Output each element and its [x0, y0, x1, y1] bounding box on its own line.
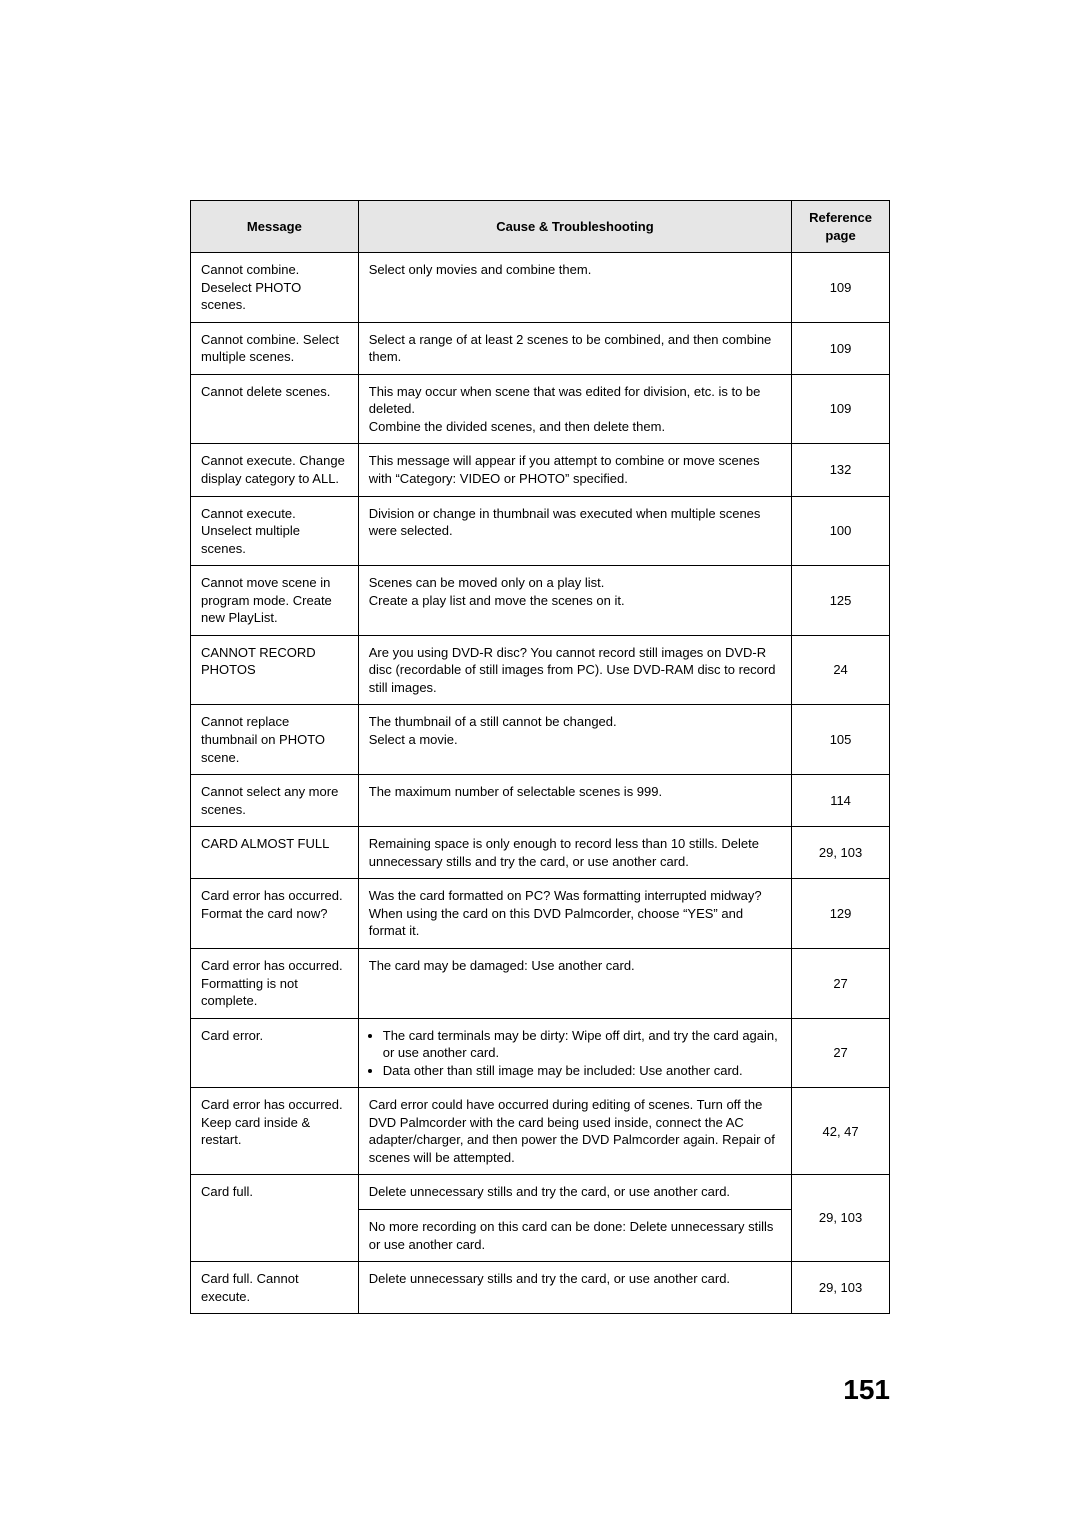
message-cell: Cannot combine. Deselect PHOTO scenes. — [191, 253, 359, 323]
header-message: Message — [191, 201, 359, 253]
message-cell: Cannot combine. Select multiple scenes. — [191, 322, 359, 374]
cause-cell: Card error could have occurred during ed… — [358, 1088, 791, 1175]
page-number: 151 — [190, 1374, 890, 1406]
table-row: Cannot delete scenes.This may occur when… — [191, 374, 890, 444]
message-cell: Card full. — [191, 1175, 359, 1262]
cause-cell: Select a range of at least 2 scenes to b… — [358, 322, 791, 374]
table-row: Cannot combine. Deselect PHOTO scenes.Se… — [191, 253, 890, 323]
cause-cell: Was the card formatted on PC? Was format… — [358, 879, 791, 949]
cause-cell: The thumbnail of a still cannot be chang… — [358, 705, 791, 775]
cause-cell: Delete unnecessary stills and try the ca… — [358, 1262, 791, 1314]
message-cell: Cannot execute. Unselect multiple scenes… — [191, 496, 359, 566]
table-row: Card full.Delete unnecessary stills and … — [191, 1175, 890, 1210]
reference-cell: 114 — [792, 775, 890, 827]
message-cell: Card full. Cannot execute. — [191, 1262, 359, 1314]
message-cell: Cannot replace thumbnail on PHOTO scene. — [191, 705, 359, 775]
reference-cell: 27 — [792, 948, 890, 1018]
message-cell: Card error has occurred. Formatting is n… — [191, 948, 359, 1018]
table-row: Cannot execute. Change display category … — [191, 444, 890, 496]
table-row: Cannot select any more scenes.The maximu… — [191, 775, 890, 827]
table-row: Cannot execute. Unselect multiple scenes… — [191, 496, 890, 566]
reference-cell: 29, 103 — [792, 1175, 890, 1262]
cause-cell: Remaining space is only enough to record… — [358, 827, 791, 879]
reference-cell: 29, 103 — [792, 827, 890, 879]
cause-cell: Scenes can be moved only on a play list.… — [358, 566, 791, 636]
reference-cell: 24 — [792, 635, 890, 705]
table-row: Card error has occurred. Format the card… — [191, 879, 890, 949]
table-row: Cannot replace thumbnail on PHOTO scene.… — [191, 705, 890, 775]
table-row: Card error has occurred. Keep card insid… — [191, 1088, 890, 1175]
message-cell: Card error has occurred. Format the card… — [191, 879, 359, 949]
reference-cell: 105 — [792, 705, 890, 775]
reference-cell: 109 — [792, 322, 890, 374]
reference-cell: 42, 47 — [792, 1088, 890, 1175]
troubleshooting-table: Message Cause & Troubleshooting Referenc… — [190, 200, 890, 1314]
cause-cell: The card may be damaged: Use another car… — [358, 948, 791, 1018]
message-cell: CANNOT RECORD PHOTOS — [191, 635, 359, 705]
message-cell: Cannot select any more scenes. — [191, 775, 359, 827]
message-cell: Cannot delete scenes. — [191, 374, 359, 444]
cause-cell: Delete unnecessary stills and try the ca… — [358, 1175, 791, 1210]
reference-cell: 132 — [792, 444, 890, 496]
table-row: Card error. The card terminals may be dir… — [191, 1018, 890, 1088]
table-row: CARD ALMOST FULLRemaining space is only … — [191, 827, 890, 879]
reference-cell: 129 — [792, 879, 890, 949]
table-row: Card error has occurred. Formatting is n… — [191, 948, 890, 1018]
table-row: Card full. Cannot execute.Delete unneces… — [191, 1262, 890, 1314]
cause-cell: No more recording on this card can be do… — [358, 1209, 791, 1261]
reference-cell: 100 — [792, 496, 890, 566]
message-cell: Cannot move scene in program mode. Creat… — [191, 566, 359, 636]
header-reference: Reference page — [792, 201, 890, 253]
cause-cell: Are you using DVD-R disc? You cannot rec… — [358, 635, 791, 705]
table-row: CANNOT RECORD PHOTOSAre you using DVD-R … — [191, 635, 890, 705]
message-cell: Card error. — [191, 1018, 359, 1088]
message-cell: Card error has occurred. Keep card insid… — [191, 1088, 359, 1175]
message-cell: CARD ALMOST FULL — [191, 827, 359, 879]
header-cause: Cause & Troubleshooting — [358, 201, 791, 253]
cause-cell: Select only movies and combine them. — [358, 253, 791, 323]
reference-cell: 125 — [792, 566, 890, 636]
cause-bullet: Data other than still image may be inclu… — [383, 1062, 781, 1080]
reference-cell: 29, 103 — [792, 1262, 890, 1314]
table-row: Cannot combine. Select multiple scenes.S… — [191, 322, 890, 374]
table-header-row: Message Cause & Troubleshooting Referenc… — [191, 201, 890, 253]
cause-cell: Division or change in thumbnail was exec… — [358, 496, 791, 566]
cause-cell: The maximum number of selectable scenes … — [358, 775, 791, 827]
reference-cell: 109 — [792, 253, 890, 323]
cause-cell: This may occur when scene that was edite… — [358, 374, 791, 444]
cause-cell: This message will appear if you attempt … — [358, 444, 791, 496]
cause-bullet: The card terminals may be dirty: Wipe of… — [383, 1027, 781, 1062]
page-container: Message Cause & Troubleshooting Referenc… — [0, 0, 1080, 1466]
cause-cell: The card terminals may be dirty: Wipe of… — [358, 1018, 791, 1088]
message-cell: Cannot execute. Change display category … — [191, 444, 359, 496]
reference-cell: 109 — [792, 374, 890, 444]
table-row: Cannot move scene in program mode. Creat… — [191, 566, 890, 636]
reference-cell: 27 — [792, 1018, 890, 1088]
